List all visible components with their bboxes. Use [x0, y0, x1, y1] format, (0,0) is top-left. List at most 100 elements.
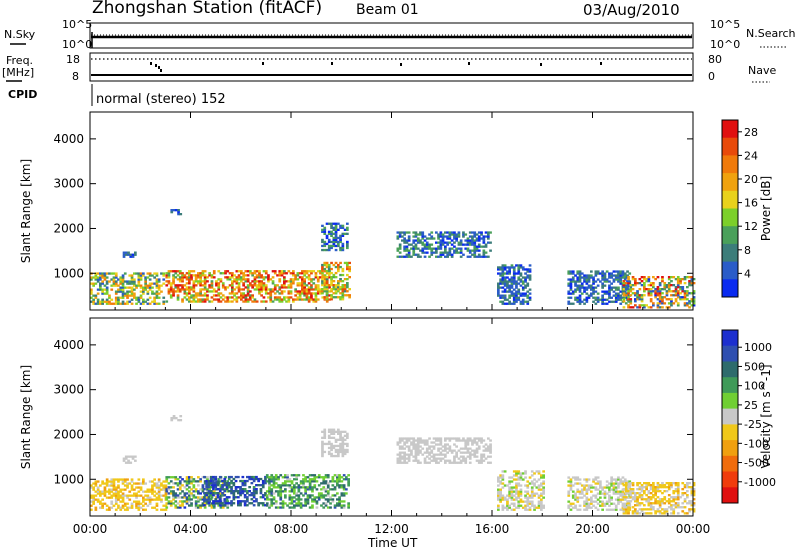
power-cell — [676, 290, 680, 293]
power-cell — [334, 230, 338, 233]
velocity-cell — [311, 498, 314, 501]
power-cell — [321, 280, 324, 283]
velocity-cell — [501, 494, 505, 497]
power-cell — [316, 298, 320, 301]
velocity-cell — [311, 490, 314, 493]
velocity-cell — [484, 449, 488, 452]
velocity-cell — [183, 480, 187, 483]
velocity-cell — [324, 490, 328, 493]
velocity-cell — [252, 492, 256, 495]
power-cell — [585, 286, 589, 289]
velocity-cell — [526, 480, 530, 483]
velocity-cell — [121, 496, 125, 499]
power-cell — [108, 300, 111, 303]
velocity-cell — [437, 437, 440, 440]
power-cell — [251, 294, 254, 297]
power-cell — [497, 290, 500, 293]
power-cell — [305, 284, 309, 287]
power-cell — [603, 278, 607, 281]
velocity-cell — [313, 484, 317, 487]
velocity-cell — [526, 496, 530, 499]
power-cell — [167, 270, 171, 273]
power-cell — [594, 272, 598, 275]
velocity-cell — [631, 506, 635, 509]
velocity-cell — [519, 494, 523, 497]
velocity-cell — [126, 482, 129, 485]
power-cell — [325, 242, 329, 246]
velocity-cell — [225, 488, 229, 491]
power-cell — [327, 244, 331, 248]
velocity-cell — [332, 430, 336, 433]
power-cell — [594, 286, 598, 289]
power-cell — [594, 296, 598, 299]
velocity-cell — [311, 504, 314, 507]
velocity-cell — [688, 482, 691, 485]
power-cell — [656, 304, 660, 307]
velocity-cell — [342, 474, 346, 477]
power-cell — [407, 237, 411, 240]
velocity-cell — [537, 470, 541, 473]
power-cell — [310, 288, 313, 291]
power-cell — [627, 306, 630, 309]
velocity-cell — [665, 512, 669, 515]
velocity-cell — [526, 508, 530, 511]
power-cell — [292, 298, 295, 301]
power-cell — [339, 286, 342, 289]
power-cell — [303, 292, 306, 295]
power-cell — [348, 296, 351, 299]
velocity-cell — [177, 419, 180, 422]
velocity-cell — [656, 502, 660, 505]
power-cell — [123, 286, 127, 289]
power-cell — [676, 304, 680, 307]
power-cell — [177, 209, 180, 212]
power-cell — [665, 294, 669, 297]
velocity-cell — [590, 490, 593, 493]
velocity-cell — [148, 496, 152, 499]
velocity-cell — [135, 500, 138, 503]
power-cell — [603, 276, 607, 279]
power-cell — [323, 230, 327, 233]
power-cell — [421, 243, 425, 246]
velocity-cell — [268, 506, 271, 509]
power-cell — [676, 302, 680, 305]
power-cell — [283, 276, 286, 279]
velocity-cell — [336, 502, 339, 505]
velocity-cell — [619, 500, 623, 503]
power-cell — [348, 261, 351, 265]
power-cell — [99, 302, 102, 305]
power-cell — [233, 294, 236, 297]
velocity-cell — [181, 478, 184, 481]
power-cell — [139, 290, 143, 293]
velocity-cell — [658, 510, 662, 513]
velocity-cell — [272, 496, 276, 499]
velocity-cell — [676, 488, 680, 491]
power-cell — [330, 280, 333, 283]
velocity-cell — [302, 480, 305, 483]
power-cell — [638, 288, 642, 291]
velocity-cell — [324, 488, 328, 491]
velocity-cell — [590, 484, 593, 487]
power-cell — [629, 302, 633, 305]
power-cell — [112, 284, 116, 287]
power-cell — [208, 290, 211, 293]
velocity-cell — [212, 504, 215, 507]
power-cell — [346, 273, 349, 277]
power-cell — [462, 233, 465, 236]
velocity-cell — [654, 500, 657, 503]
power-cell — [169, 296, 173, 299]
power-cell — [462, 231, 465, 234]
power-cell — [501, 294, 505, 297]
power-cell — [501, 268, 505, 271]
power-cell — [190, 270, 193, 273]
power-cell — [337, 296, 340, 299]
velocity-cell — [574, 496, 577, 499]
power-cell — [587, 294, 591, 297]
velocity-cell — [435, 443, 438, 446]
power-cell — [199, 280, 202, 283]
velocity-cell — [647, 500, 651, 503]
velocity-cell — [337, 438, 340, 441]
power-cell — [475, 247, 479, 250]
power-cell — [271, 282, 275, 285]
power-cell — [654, 296, 657, 299]
